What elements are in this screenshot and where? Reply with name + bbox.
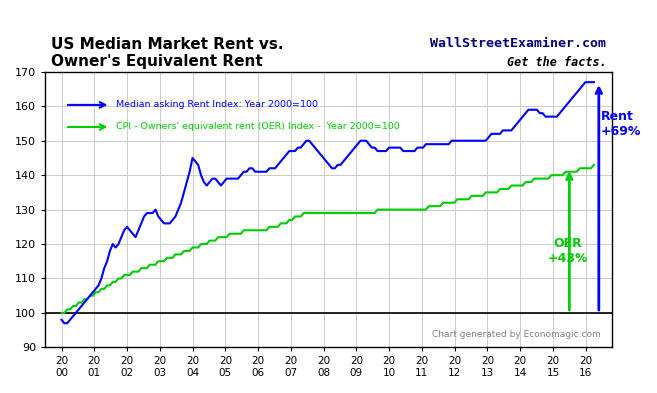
Text: WallStreetExaminer.com: WallStreetExaminer.com — [430, 37, 606, 50]
Text: CPI - Owners' equivalent rent (OER) Index -  Year 2000=100: CPI - Owners' equivalent rent (OER) Inde… — [116, 123, 399, 132]
Text: Median asking Rent Index: Year 2000=100: Median asking Rent Index: Year 2000=100 — [116, 101, 318, 109]
Text: Chart generated by Economagic.com: Chart generated by Economagic.com — [432, 330, 600, 339]
Text: Rent
+69%: Rent +69% — [600, 110, 641, 138]
Text: Get the facts.: Get the facts. — [507, 56, 606, 69]
Text: OER
+43%: OER +43% — [547, 237, 588, 265]
Text: US Median Market Rent vs.
Owner's Equivalent Rent: US Median Market Rent vs. Owner's Equiva… — [51, 37, 283, 69]
